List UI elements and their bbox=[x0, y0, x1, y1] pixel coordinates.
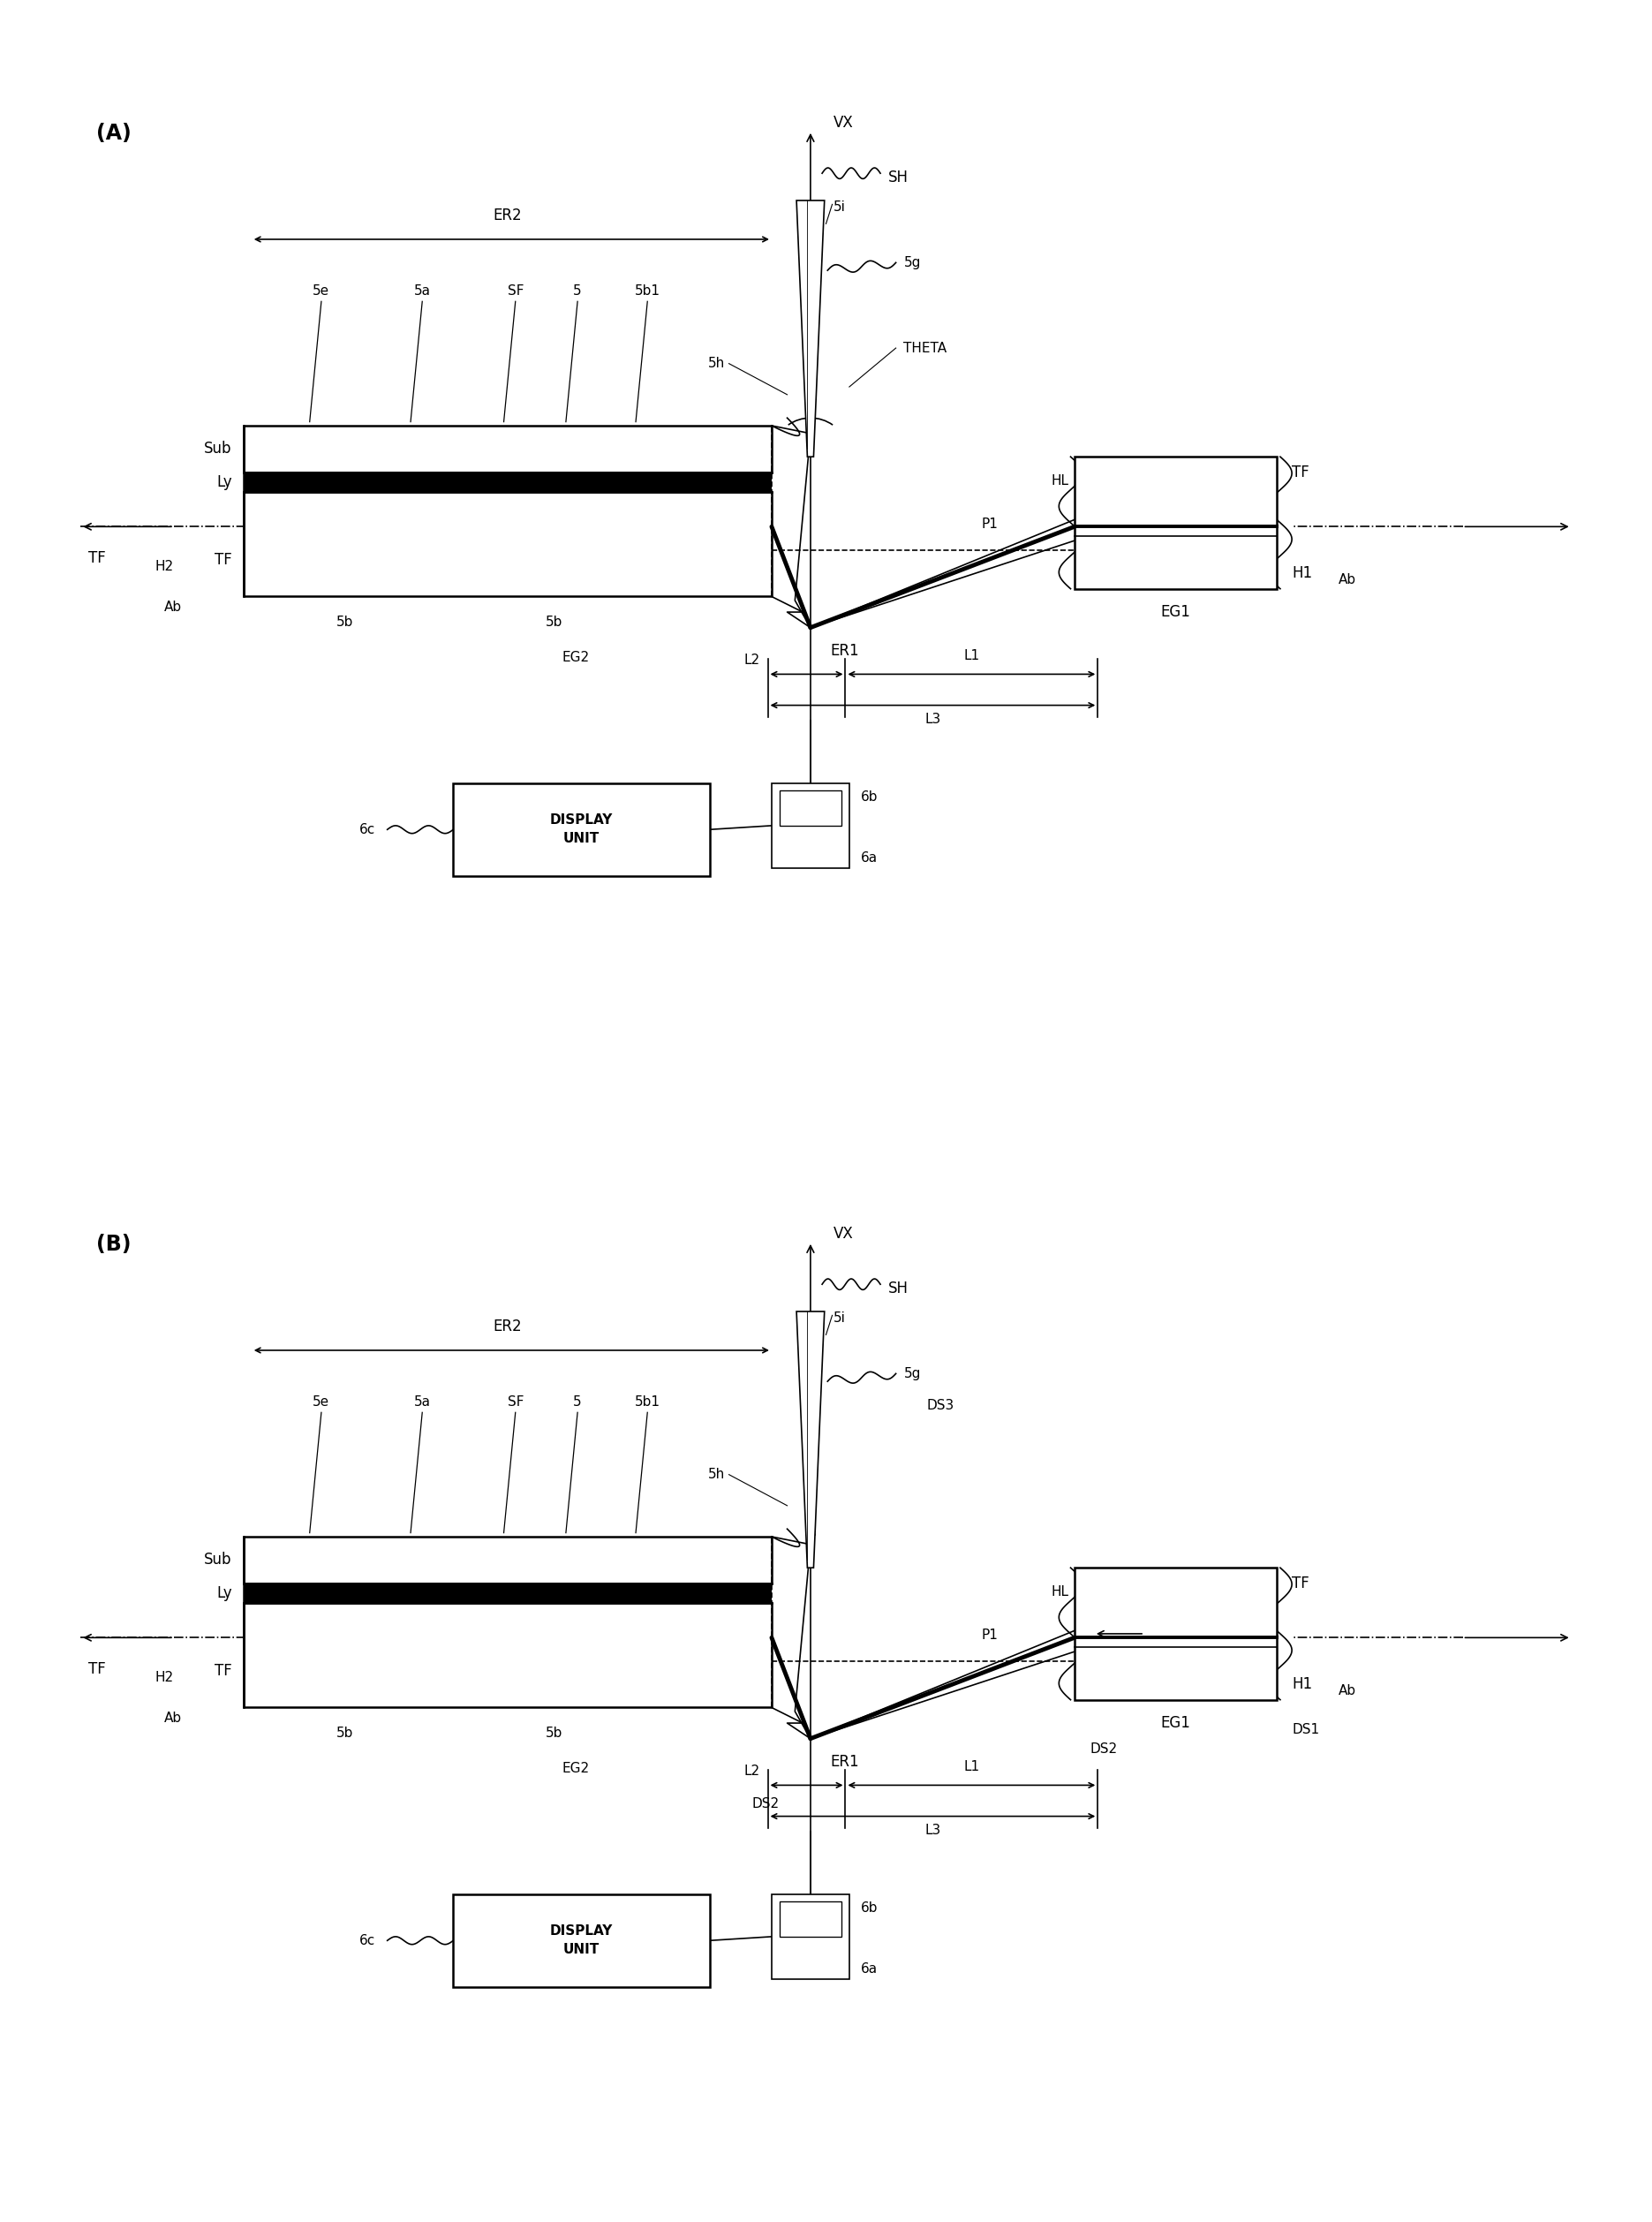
Text: 5b1: 5b1 bbox=[634, 1395, 661, 1409]
Text: (B): (B) bbox=[96, 1233, 131, 1255]
Text: 5a: 5a bbox=[415, 284, 431, 298]
Text: 6a: 6a bbox=[861, 1962, 877, 1975]
Text: SF: SF bbox=[507, 1395, 524, 1409]
Text: EG2: EG2 bbox=[562, 1762, 590, 1775]
Text: H2: H2 bbox=[155, 560, 173, 573]
Text: 5e: 5e bbox=[312, 284, 330, 298]
Bar bbox=[243, 1584, 771, 1602]
Text: 5b: 5b bbox=[545, 1726, 563, 1740]
Text: TF: TF bbox=[1292, 464, 1310, 480]
Text: DS1: DS1 bbox=[1292, 1722, 1320, 1735]
Text: 5h: 5h bbox=[709, 1469, 725, 1482]
Text: L1: L1 bbox=[963, 649, 980, 662]
Text: Sub: Sub bbox=[205, 1551, 231, 1569]
Bar bbox=[453, 1893, 709, 1986]
Text: Ab: Ab bbox=[1338, 573, 1356, 587]
Text: H1: H1 bbox=[1292, 564, 1312, 580]
Text: DISPLAY
UNIT: DISPLAY UNIT bbox=[550, 1924, 613, 1955]
Text: 5i: 5i bbox=[834, 1311, 846, 1324]
Text: VX: VX bbox=[834, 1227, 854, 1242]
Text: L1: L1 bbox=[963, 1760, 980, 1773]
Text: H1: H1 bbox=[1292, 1675, 1312, 1691]
Text: 5g: 5g bbox=[904, 256, 920, 269]
Text: P1: P1 bbox=[981, 518, 998, 531]
Bar bbox=[243, 427, 771, 473]
Text: EG1: EG1 bbox=[1160, 604, 1191, 620]
Text: TF: TF bbox=[1292, 1575, 1310, 1591]
Polygon shape bbox=[796, 1311, 824, 1569]
Bar bbox=[453, 782, 709, 875]
Text: TF: TF bbox=[215, 1662, 231, 1678]
Text: L2: L2 bbox=[743, 1764, 760, 1778]
Text: P1: P1 bbox=[981, 1629, 998, 1642]
Text: SH: SH bbox=[889, 169, 909, 184]
Text: ER1: ER1 bbox=[829, 1753, 859, 1771]
Bar bbox=[771, 1893, 849, 1980]
Text: 5a: 5a bbox=[415, 1395, 431, 1409]
Text: TF: TF bbox=[215, 551, 231, 567]
Text: Ly: Ly bbox=[216, 473, 231, 489]
Text: HL: HL bbox=[1051, 1587, 1069, 1600]
Text: TF: TF bbox=[89, 551, 106, 567]
Text: (A): (A) bbox=[96, 122, 131, 144]
Text: 5b: 5b bbox=[545, 615, 563, 629]
Text: DS3: DS3 bbox=[927, 1400, 955, 1413]
Text: 5e: 5e bbox=[312, 1395, 330, 1409]
Text: 5b: 5b bbox=[335, 1726, 354, 1740]
Text: Ab: Ab bbox=[164, 1711, 182, 1724]
Text: 5b: 5b bbox=[335, 615, 354, 629]
Text: 6b: 6b bbox=[861, 1902, 879, 1915]
Text: 5h: 5h bbox=[709, 358, 725, 371]
Text: SH: SH bbox=[889, 1280, 909, 1295]
Text: SF: SF bbox=[507, 284, 524, 298]
Text: ER1: ER1 bbox=[829, 642, 859, 660]
Text: ER2: ER2 bbox=[494, 209, 522, 224]
Bar bbox=[243, 491, 771, 595]
Bar bbox=[1074, 1569, 1277, 1700]
Text: 5b1: 5b1 bbox=[634, 284, 661, 298]
Text: TF: TF bbox=[89, 1662, 106, 1678]
Text: L3: L3 bbox=[925, 1824, 942, 1838]
Bar bbox=[780, 791, 841, 827]
Text: Sub: Sub bbox=[205, 440, 231, 458]
Text: L2: L2 bbox=[743, 653, 760, 667]
Text: 6c: 6c bbox=[360, 822, 375, 835]
Text: DS2: DS2 bbox=[1090, 1742, 1117, 1755]
Bar bbox=[243, 1538, 771, 1584]
Text: HL: HL bbox=[1051, 476, 1069, 489]
Polygon shape bbox=[796, 200, 824, 458]
Text: DISPLAY
UNIT: DISPLAY UNIT bbox=[550, 813, 613, 844]
Text: Ab: Ab bbox=[1338, 1684, 1356, 1698]
Text: ER2: ER2 bbox=[494, 1320, 522, 1335]
Text: H2: H2 bbox=[155, 1671, 173, 1684]
Text: THETA: THETA bbox=[904, 342, 947, 356]
Text: NV1: NV1 bbox=[1168, 1635, 1196, 1649]
Bar bbox=[771, 782, 849, 869]
Text: 5g: 5g bbox=[904, 1367, 920, 1380]
Text: 5i: 5i bbox=[834, 200, 846, 213]
Text: Ab: Ab bbox=[164, 600, 182, 613]
Text: L3: L3 bbox=[925, 713, 942, 727]
Bar bbox=[780, 1902, 841, 1938]
Text: EG2: EG2 bbox=[562, 651, 590, 664]
Text: Ly: Ly bbox=[216, 1584, 231, 1600]
Text: 6a: 6a bbox=[861, 851, 877, 864]
Text: NV1: NV1 bbox=[1168, 524, 1196, 538]
Bar bbox=[1074, 458, 1277, 589]
Bar bbox=[243, 473, 771, 491]
Text: DS2: DS2 bbox=[752, 1798, 780, 1811]
Text: 5: 5 bbox=[573, 1395, 582, 1409]
Text: EG1: EG1 bbox=[1160, 1715, 1191, 1731]
Bar bbox=[243, 1602, 771, 1706]
Text: 6c: 6c bbox=[360, 1933, 375, 1946]
Text: 6b: 6b bbox=[861, 791, 879, 804]
Text: VX: VX bbox=[834, 116, 854, 131]
Text: 5: 5 bbox=[573, 284, 582, 298]
